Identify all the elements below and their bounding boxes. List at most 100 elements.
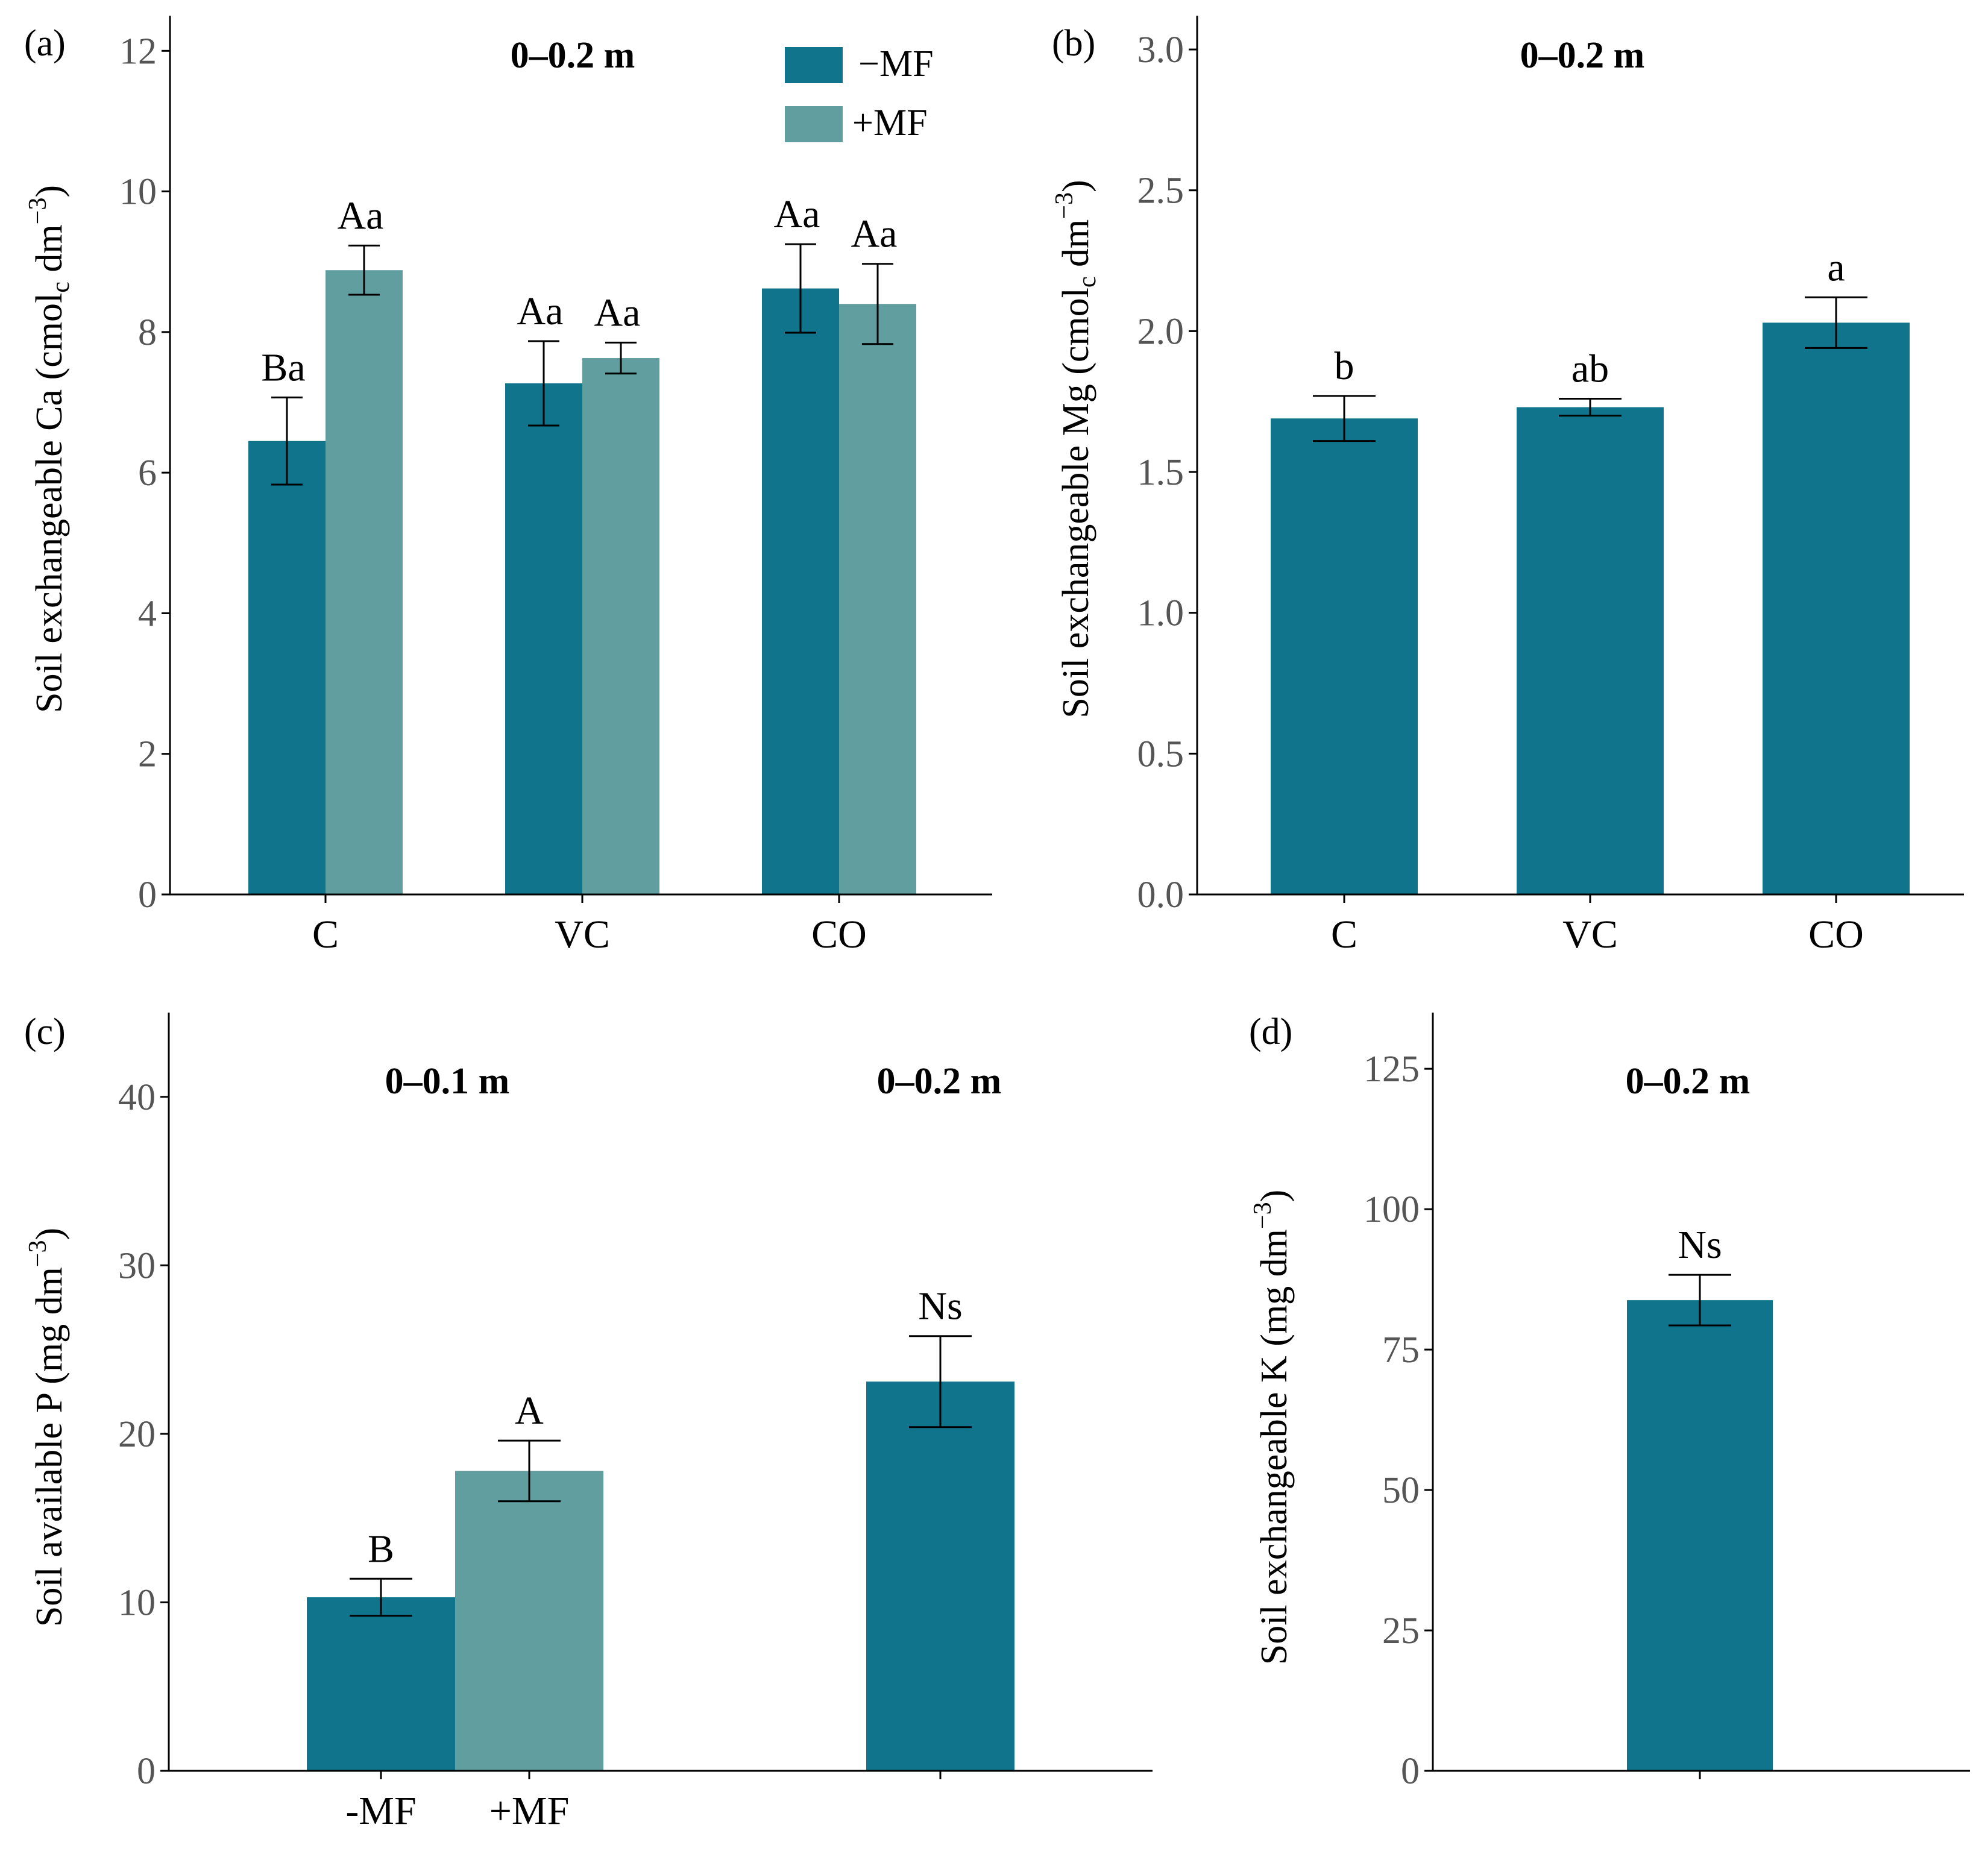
panel-d-bar (1627, 1300, 1773, 1771)
panel-c-bar (307, 1597, 455, 1771)
panel-c-ytick-label: 10 (118, 1582, 156, 1623)
panel-a-y-axis-label: Soil exchangeable Ca (cmolc dm−3) (24, 185, 75, 713)
panel-d-errors (1669, 1274, 1731, 1327)
panel-a-xtick-label: CO (811, 913, 867, 957)
panel-b-bars (1271, 322, 1910, 894)
panel-a-bars (248, 270, 916, 894)
panel-a-ytick-label: 12 (119, 31, 157, 72)
panel-b-bar (1763, 322, 1910, 894)
panel-b-ytick-label: 2.5 (1137, 171, 1184, 212)
panel-d-ticks: 0 25 50 75 100 125 (1364, 1049, 1433, 1792)
panel-a-sig-label: Aa (774, 192, 820, 236)
panel-b-bar (1517, 407, 1664, 894)
panel-c-ytick-label: 30 (118, 1245, 156, 1286)
panel-a-ytick-label: 10 (119, 172, 157, 213)
panel-a: (a) 0–0.2 m Soil exchangeable Ca (cmolc … (24, 16, 992, 957)
panel-c-subtitle-1: 0–0.1 m (385, 1061, 510, 1102)
panel-b-ytick-label: 3.0 (1137, 30, 1184, 71)
panel-b-ytick-label: 1.0 (1137, 593, 1184, 634)
panel-a-ylabel-close: ) (29, 185, 70, 198)
panel-c-subtitle-2: 0–0.2 m (877, 1061, 1002, 1102)
panel-d-ylabel-main: Soil exchangeable K (mg dm (1254, 1229, 1295, 1665)
panel-c-ytick-label: 40 (118, 1077, 156, 1118)
panel-d-ytick-label: 25 (1382, 1611, 1420, 1651)
panel-b-y-axis-label: Soil exchangeable Mg (cmolc dm−3) (1051, 180, 1101, 718)
panel-a-title: 0–0.2 m (511, 35, 635, 76)
panel-c-xtick-label: -MF (345, 1789, 416, 1833)
legend-label-minus-mf: −MF (858, 43, 934, 84)
panel-a-ytick-label: 8 (138, 312, 157, 353)
panel-d-sig-label: Ns (1678, 1223, 1722, 1267)
panel-d-ytick-label: 0 (1401, 1751, 1420, 1792)
panel-b-axes (1196, 16, 1964, 896)
panel-a-bar (582, 358, 659, 894)
panel-a-cats: C VC CO (312, 894, 867, 957)
panel-d-ytick-label: 100 (1364, 1189, 1420, 1230)
panel-b-ticks: 0.0 0.5 1.0 1.5 2.0 2.5 3.0 (1137, 30, 1197, 916)
panel-d-bars (1627, 1300, 1773, 1771)
panel-c-sig-label: A (515, 1389, 544, 1433)
panel-d-label: (d) (1249, 1011, 1292, 1052)
panel-b-ylabel-close: ) (1055, 180, 1096, 192)
panel-c-errors (350, 1335, 972, 1617)
panel-a-legend: −MF +MF (785, 43, 934, 143)
panel-b-ytick-label: 0.5 (1137, 734, 1184, 775)
panel-c-ylabel-sup: −3 (24, 1240, 52, 1268)
panel-c-y-axis-label: Soil available P (mg dm−3) (24, 1228, 70, 1627)
panel-c-label: (c) (24, 1011, 66, 1052)
legend-label-plus-mf: +MF (852, 102, 928, 143)
panel-c-bar (866, 1381, 1014, 1771)
panel-a-errors (271, 243, 893, 486)
panel-b-cats: C VC CO (1331, 894, 1864, 957)
panel-d-ylabel-close: ) (1254, 1190, 1295, 1202)
panel-c-xtick-label: +MF (489, 1789, 570, 1833)
panel-a-ylabel-sup: −3 (24, 198, 52, 225)
panel-c-ylabel-main: Soil available P (mg dm (29, 1267, 70, 1627)
panel-a-ylabel-unit: dm (29, 224, 70, 281)
panel-a-sig: Ba Aa Aa Aa Aa Aa (261, 192, 897, 389)
panel-a-bar (839, 304, 916, 894)
panel-a-bar (248, 441, 326, 894)
panel-a-ytick-label: 0 (138, 875, 157, 916)
panel-a-ytick-label: 2 (138, 734, 157, 775)
panel-d: (d) 0–0.2 m Soil exchangeable K (mg dm−3… (1249, 1011, 1970, 1792)
panel-b-bar (1271, 418, 1418, 894)
panel-b-ylabel-sub: c (1074, 276, 1101, 288)
panel-a-bar (326, 270, 403, 894)
panel-b-sig-label: ab (1571, 347, 1609, 391)
panel-c-bars (307, 1381, 1014, 1771)
panel-a-sig-label: Aa (594, 291, 641, 335)
panel-a-ticks: 0 2 4 6 8 10 12 (119, 31, 170, 916)
panel-b-errors (1313, 296, 1867, 442)
panel-b-ylabel-main: Soil exchangeable Mg (cmol (1055, 288, 1096, 718)
panel-a-sig-label: Ba (261, 345, 305, 389)
panel-c-ytick-label: 20 (118, 1414, 156, 1455)
panel-c: (c) 0–0.1 m 0–0.2 m Soil available P (mg… (24, 1011, 1153, 1833)
panel-c-ticks: 0 10 20 30 40 (118, 1077, 169, 1792)
panel-b-label: (b) (1052, 23, 1095, 64)
panel-c-bar (455, 1471, 603, 1771)
panel-a-sig-label: Aa (338, 193, 384, 237)
panel-a-axes (169, 16, 992, 896)
panel-a-bar (505, 383, 582, 894)
panel-a-xtick-label: C (312, 913, 339, 957)
panel-b-title: 0–0.2 m (1520, 35, 1645, 76)
panel-c-ytick-label: 0 (137, 1751, 156, 1792)
panel-b-ylabel-unit: dm (1055, 219, 1096, 277)
panel-a-bar (762, 288, 839, 894)
panel-a-ytick-label: 4 (138, 593, 157, 634)
panel-c-sig-label: Ns (918, 1284, 962, 1328)
panel-b-sig-label: a (1827, 245, 1845, 289)
panel-b-sig-label: b (1335, 344, 1354, 388)
panel-d-y-axis-label: Soil exchangeable K (mg dm−3) (1249, 1190, 1295, 1665)
panel-a-label: (a) (24, 23, 66, 64)
panel-d-ytick-label: 75 (1382, 1330, 1420, 1371)
panel-b-ytick-label: 2.0 (1137, 311, 1184, 352)
panel-b-xtick-label: VC (1562, 913, 1618, 957)
panel-d-ytick-label: 125 (1364, 1049, 1420, 1090)
panel-a-ylabel-sub: c (47, 281, 75, 293)
panel-a-ylabel-main: Soil exchangeable Ca (cmol (29, 293, 70, 713)
panel-d-ytick-label: 50 (1382, 1470, 1420, 1511)
panel-b-ylabel-sup: −3 (1051, 192, 1078, 219)
